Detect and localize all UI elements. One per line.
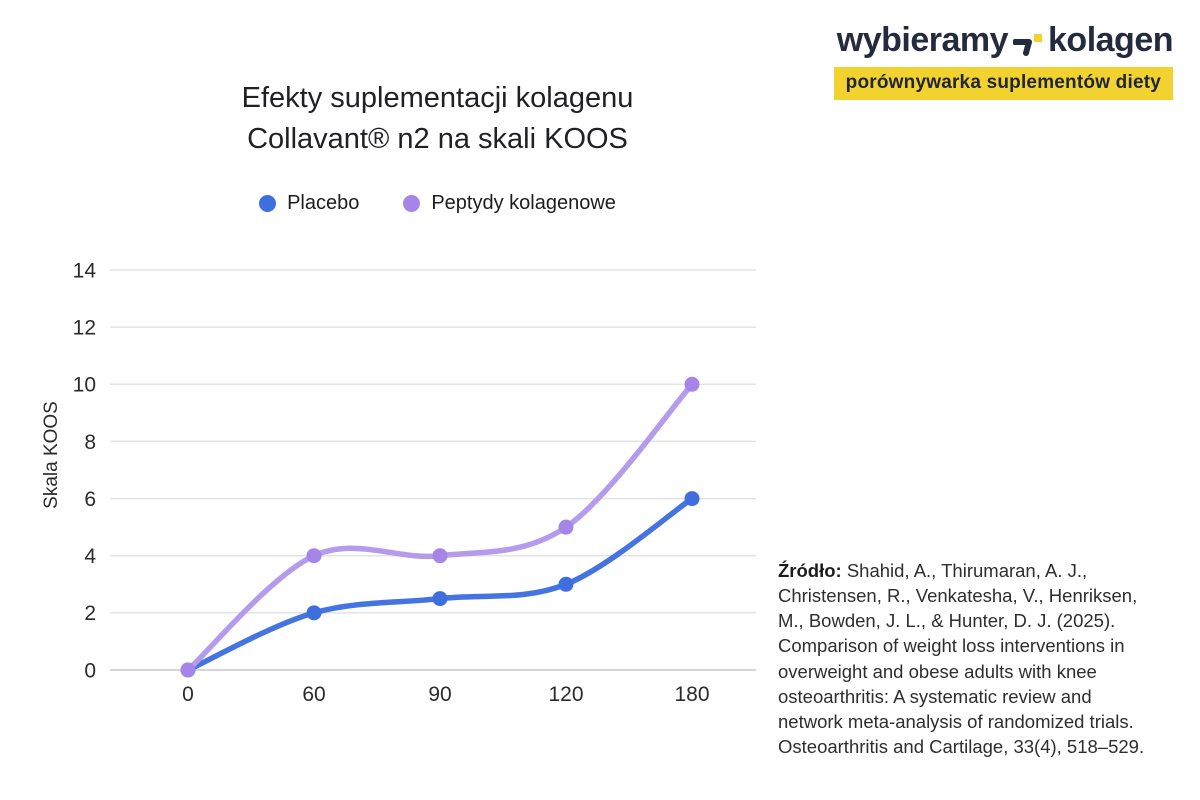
x-tick-label: 90: [428, 683, 451, 706]
x-tick-label: 180: [674, 683, 709, 706]
data-point: [180, 662, 196, 678]
x-tick-label: 0: [182, 683, 194, 706]
x-tick-label: 120: [548, 683, 583, 706]
legend-item-peptydy[interactable]: Peptydy kolagenowe: [403, 192, 616, 215]
series-line-peptydy: [185, 381, 695, 673]
source-text: Shahid, A., Thirumaran, A. J., Christens…: [778, 560, 1145, 758]
chart-title: Efekty suplementacji kolagenu Collavant®…: [241, 82, 634, 156]
source-citation: Źródło: Shahid, A., Thirumaran, A. J., C…: [778, 558, 1200, 759]
y-tick-label: 2: [84, 602, 96, 625]
legend-dot-placebo: [259, 195, 277, 212]
logo-chart-dip-icon: [1013, 34, 1043, 56]
source-label: Źródło:: [778, 560, 842, 581]
data-point: [432, 548, 448, 564]
series-line-placebo: [185, 495, 695, 673]
y-tick-label: 8: [84, 431, 96, 454]
y-tick-label: 4: [84, 545, 96, 568]
data-point: [432, 591, 448, 607]
legend-label-peptydy: Peptydy kolagenowe: [431, 192, 616, 214]
y-tick-label: 6: [84, 488, 96, 511]
brand-wordmark: wybieramy kolagen: [836, 21, 1174, 60]
y-tick-label: 0: [84, 659, 96, 682]
y-tick-label: 10: [73, 374, 96, 397]
line-chart: 0 2 4 6 8 10 12 14 0 60 90 120 180 Skala KOOS: [41, 259, 756, 706]
brand-logo: wybieramy kolagen porównywarka suplement…: [833, 21, 1174, 100]
legend-dot-peptydy: [403, 195, 421, 212]
chart-legend: Placebo Peptydy kolagenowe: [115, 192, 760, 215]
brand-wordmark-left: wybieramy: [836, 21, 1009, 60]
brand-wordmark-right: kolagen: [1048, 21, 1173, 60]
brand-tagline: porównywarka suplementów diety: [833, 67, 1173, 100]
data-point: [306, 605, 322, 621]
y-tick-label: 12: [73, 316, 96, 339]
legend-item-placebo[interactable]: Placebo: [259, 192, 359, 215]
data-point: [684, 376, 700, 392]
data-point: [306, 548, 322, 564]
y-axis-label: Skala KOOS: [41, 401, 62, 509]
data-point: [558, 576, 574, 592]
data-point: [684, 491, 700, 507]
x-tick-label: 60: [302, 683, 325, 706]
legend-label-placebo: Placebo: [287, 192, 360, 214]
y-tick-label: 14: [73, 259, 97, 282]
data-point: [558, 519, 574, 535]
